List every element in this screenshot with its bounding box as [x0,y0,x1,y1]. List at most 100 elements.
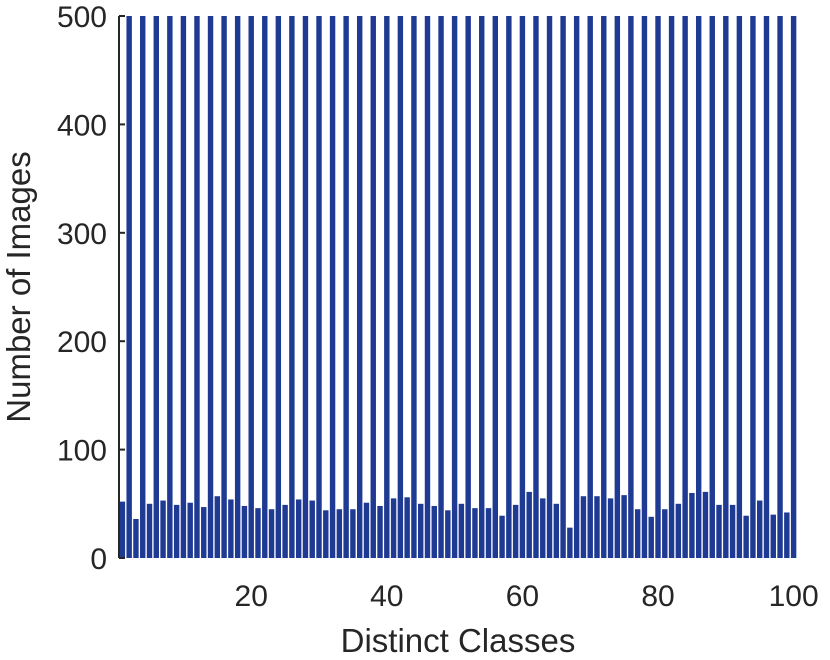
bar [458,503,465,558]
bar [350,509,356,558]
y-tick-label: 500 [57,1,107,34]
bar [580,496,587,558]
bar [363,502,370,558]
bar [126,16,132,558]
bar [262,16,268,558]
bar [241,505,248,558]
bar [641,16,648,558]
bar [770,514,776,558]
bar [302,16,309,558]
x-axis-ticks: 20 40 60 80 100 [235,580,819,613]
bar [336,509,343,558]
bar [153,16,159,558]
bar [146,503,153,558]
bar [784,512,790,558]
bar [533,16,539,558]
bar [451,16,458,558]
bar [418,503,424,558]
bar [709,16,715,558]
bar [187,502,193,558]
bar [729,504,736,558]
y-tick-label: 300 [57,218,107,251]
y-tick-label: 200 [57,326,107,359]
bar [567,527,573,558]
bar [668,16,675,558]
bar [275,16,282,558]
x-tick-label: 40 [370,580,403,613]
bar [607,498,614,558]
bar [479,16,485,558]
bar [282,504,288,558]
x-tick-label: 100 [769,580,819,613]
bar [445,510,451,558]
bar [234,16,241,558]
bar [662,509,668,558]
bar [431,505,437,558]
bar [506,16,512,558]
bar [736,16,743,558]
bar [485,508,492,558]
bar [289,16,295,558]
bar [763,16,770,558]
bar [140,16,146,558]
bar [390,498,397,558]
bar [167,16,173,558]
bar [594,496,600,558]
bar [384,16,390,558]
bar [675,503,682,558]
bar [716,504,722,558]
bar [316,16,322,558]
bar [255,508,261,558]
bar [540,498,546,558]
bar [526,491,532,558]
bar [173,504,180,558]
bar [723,16,729,558]
bar [295,499,302,558]
bar [194,16,200,558]
bar [587,16,593,558]
bar [621,495,627,558]
bar [655,16,661,558]
bar [397,16,404,558]
y-axis-title: Number of Images [0,151,37,422]
bar [519,16,526,558]
bar [424,16,431,558]
y-axis-ticks: 0 100 200 300 400 500 [57,1,125,576]
x-axis-title: Distinct Classes [341,622,576,659]
bar [228,499,234,558]
bar [201,507,207,558]
bar [323,510,329,558]
bar [648,516,654,558]
x-tick-label: 60 [506,580,539,613]
bar [628,16,634,558]
x-tick-label: 80 [641,580,674,613]
bar [356,16,363,558]
bar [546,16,553,558]
bar [370,16,376,558]
bar [777,16,783,558]
bar [404,497,410,558]
bar [790,16,797,558]
bar [411,16,417,558]
bar [214,496,221,558]
bar [512,504,519,558]
bar [329,16,336,558]
bar [180,16,187,558]
bar [119,501,126,558]
bar [133,518,139,558]
bar [492,16,498,558]
bar [689,492,695,558]
bar [743,515,749,558]
bar-series [119,16,797,558]
bar [553,503,560,558]
bar [695,16,702,558]
bar [438,16,444,558]
bar [614,16,621,558]
y-tick-label: 400 [57,109,107,142]
bar [248,16,254,558]
bar [343,16,349,558]
y-tick-label: 0 [90,543,107,576]
bar [465,16,471,558]
